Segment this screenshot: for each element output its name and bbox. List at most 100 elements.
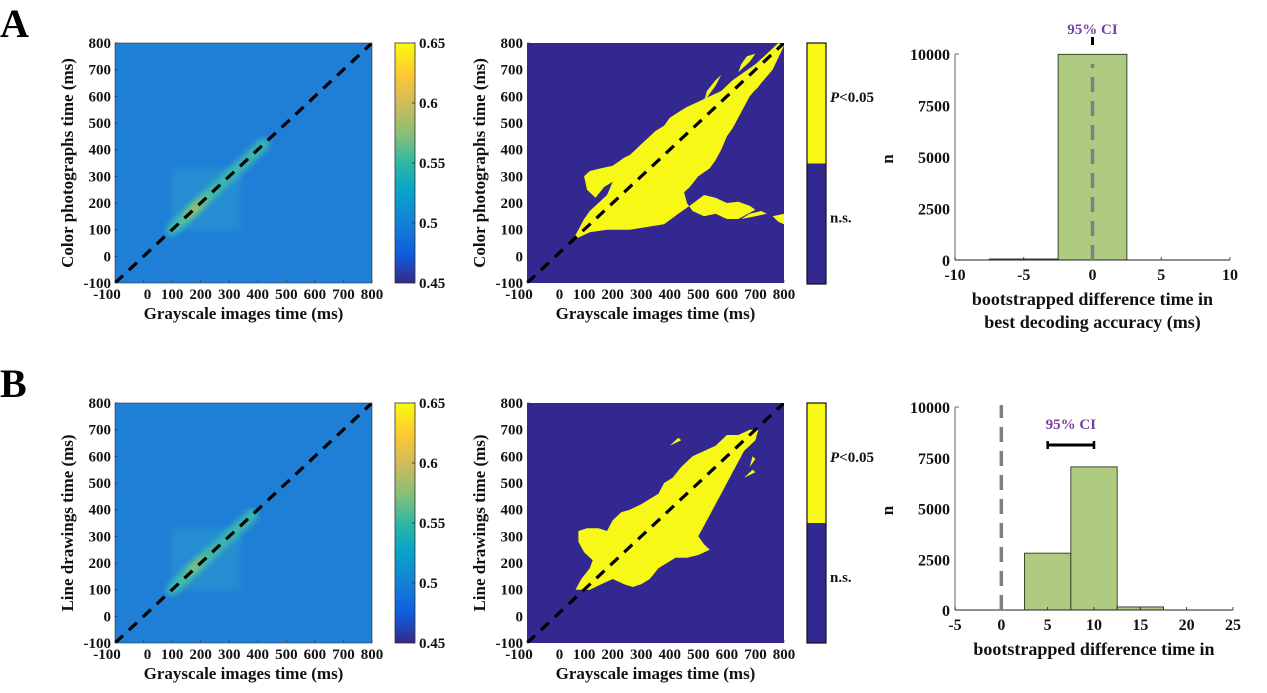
x-tick-label: -100	[93, 647, 121, 663]
x-tick-label: 200	[189, 647, 212, 663]
x-tick-label: 600	[716, 647, 739, 663]
x-tick-label: 10	[1086, 617, 1102, 634]
x-tick-label: 800	[773, 647, 796, 663]
colorbar-tick-label: 0.45	[419, 636, 445, 652]
y-axis-label: Color photographs time (ms)	[58, 58, 77, 268]
x-tick-label: 0	[556, 647, 564, 663]
significant-cluster	[744, 469, 756, 478]
y-axis-label: Line drawings time (ms)	[470, 434, 489, 611]
x-tick-label: 0	[997, 617, 1005, 634]
x-tick-label: 400	[247, 647, 270, 663]
y-tick-label: 400	[501, 503, 524, 519]
y-tick-label: 200	[501, 196, 524, 212]
x-tick-label: 20	[1179, 617, 1195, 634]
x-axis-label: Grayscale images time (ms)	[144, 664, 344, 683]
y-tick-label: 0	[104, 609, 112, 625]
significant-cluster	[741, 211, 767, 219]
x-tick-label: 0	[144, 647, 152, 663]
y-tick-label: 300	[501, 169, 524, 185]
legend-p-italic: P	[830, 90, 840, 106]
y-tick-label: 0	[516, 249, 524, 265]
x-tick-label: -100	[505, 287, 533, 303]
histogram-bar	[1070, 466, 1118, 611]
y-tick-label: 800	[501, 396, 524, 412]
y-tick-label: 700	[89, 63, 112, 79]
legend-threshold: <0.05	[839, 450, 874, 466]
colorbar-tick-label: 0.5	[419, 216, 438, 232]
heatmap-frame	[114, 42, 373, 284]
x-axis-label-line1: bootstrapped difference time in	[972, 289, 1213, 309]
y-tick-label: 200	[89, 196, 112, 212]
heatmap-peak	[171, 543, 219, 590]
x-axis-label-line2: best decoding accuracy (ms)	[984, 312, 1200, 333]
x-tick-label: 100	[573, 647, 596, 663]
x-tick-label: 0	[1089, 267, 1097, 284]
x-tick-label: 600	[304, 287, 327, 303]
significance-panel-a: -100-100 0 0 100 100 200 200 300 300 400 400 500 500…	[470, 36, 874, 323]
x-tick-label: 100	[573, 287, 596, 303]
x-tick-label: 100	[161, 287, 184, 303]
x-tick-label: 500	[275, 287, 298, 303]
colorbar-tick-label: 0.45	[419, 276, 445, 292]
y-axis-label: n	[878, 154, 897, 164]
x-tick-label: 400	[659, 287, 682, 303]
x-axis-label: Grayscale images time (ms)	[556, 664, 756, 683]
y-tick-label: 5000	[918, 502, 950, 519]
legend-p-italic: P	[830, 450, 840, 466]
ci-label: 95% CI	[1067, 22, 1118, 38]
colorbar-tick-label: 0.65	[419, 396, 445, 412]
x-tick-label: 800	[361, 647, 384, 663]
colorbar-tick-label: 0.65	[419, 36, 445, 52]
y-axis-label: Line drawings time (ms)	[58, 434, 77, 611]
y-tick-label: 600	[89, 449, 112, 465]
x-tick-label: -5	[948, 617, 961, 634]
x-tick-label: -10	[944, 267, 965, 284]
x-tick-label: 700	[744, 647, 767, 663]
significant-cluster	[755, 64, 773, 91]
y-tick-label: 800	[89, 396, 112, 412]
x-axis-label: Grayscale images time (ms)	[556, 304, 756, 323]
y-tick-label: 700	[501, 63, 524, 79]
y-tick-label: 100	[501, 223, 524, 239]
x-tick-label: 800	[773, 287, 796, 303]
significant-cluster	[749, 456, 756, 467]
y-tick-label: 400	[89, 143, 112, 159]
x-axis-label-line1: bootstrapped difference time in	[973, 639, 1214, 659]
x-tick-label: 400	[247, 287, 270, 303]
y-axis-label: Color photographs time (ms)	[470, 58, 489, 268]
y-tick-label: 7500	[918, 99, 950, 116]
x-tick-label: 200	[189, 287, 212, 303]
legend-ns-swatch	[807, 163, 826, 284]
heatmap-image	[115, 43, 372, 283]
significance-image	[527, 403, 784, 643]
legend-significant-label: P<0.05	[830, 90, 874, 106]
x-tick-label: 5	[1157, 267, 1165, 284]
y-tick-label: -100	[496, 276, 524, 292]
legend-significant-swatch	[807, 43, 826, 164]
x-tick-label: 5	[1044, 617, 1052, 634]
significant-cluster	[704, 75, 722, 102]
heatmap-peak	[170, 184, 220, 233]
x-tick-label: 100	[161, 647, 184, 663]
x-tick-label: 700	[332, 647, 355, 663]
y-tick-label: 500	[89, 476, 112, 492]
diagonal-dashed-line	[527, 403, 784, 643]
legend-significant-swatch	[807, 403, 826, 523]
significant-cluster	[738, 53, 756, 73]
x-tick-label: 500	[687, 287, 710, 303]
y-tick-label: 600	[501, 449, 524, 465]
x-axis-label: Grayscale images time (ms)	[144, 304, 344, 323]
significant-cluster	[772, 213, 784, 225]
x-tick-label: 600	[716, 287, 739, 303]
x-tick-label: 300	[630, 287, 653, 303]
y-tick-label: 0	[104, 249, 112, 265]
heatmap-frame	[114, 402, 373, 644]
x-tick-label: 0	[144, 287, 152, 303]
histogram-bar	[1024, 552, 1072, 611]
y-tick-label: 200	[501, 556, 524, 572]
panel-label-b: B	[0, 361, 27, 406]
y-tick-label: 100	[89, 583, 112, 599]
y-tick-label: 0	[942, 253, 950, 270]
y-tick-label: 300	[89, 169, 112, 185]
